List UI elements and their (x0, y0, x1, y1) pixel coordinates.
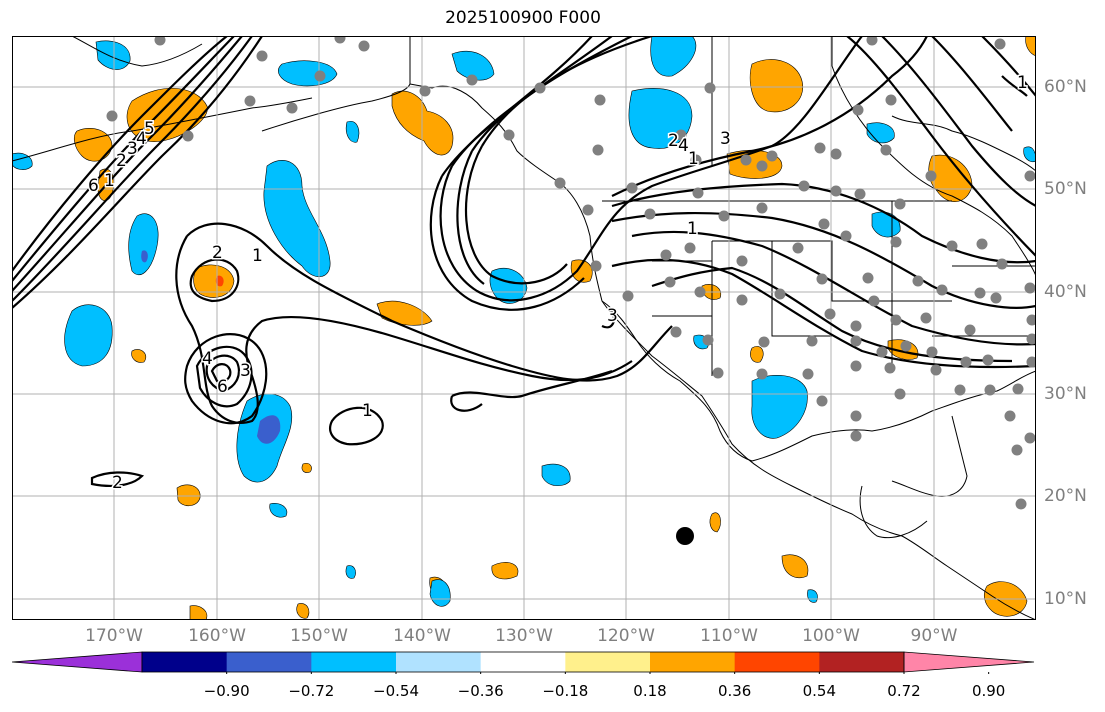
contour-value-label: 2 (112, 473, 123, 493)
lon-label-160w: 160°W (188, 626, 246, 646)
colorbar-tick-label: 0.36 (717, 682, 752, 700)
contour-value-label: 3 (607, 306, 618, 326)
lon-label-120w: 120°W (597, 626, 655, 646)
colorbar-tick-label: 0.18 (633, 682, 667, 700)
contour-value-label: 3 (720, 129, 731, 149)
contour-value-label: 1 (687, 219, 698, 239)
lat-label-30n: 30°N (1044, 384, 1087, 404)
colorbar-bin (142, 652, 228, 672)
colorbar-bin (480, 652, 566, 672)
contour-value-label: 2 (212, 243, 223, 263)
colorbar-bin (396, 652, 482, 672)
contour-value-label: 5 (144, 119, 155, 139)
lat-label-10n: 10°N (1044, 589, 1087, 609)
colorbar-bin (226, 652, 312, 672)
contour-value-label: 1 (252, 246, 263, 266)
colorbar-tick-label: −0.72 (288, 682, 335, 700)
contour-value-label: 3 (127, 139, 138, 159)
contour-value-label: 3 (240, 361, 251, 381)
colorbar-bin (819, 652, 905, 672)
graticule (12, 36, 1036, 620)
colorbar (12, 651, 1035, 674)
colorbar-tick-label: 0.54 (802, 682, 837, 700)
lon-label-140w: 140°W (393, 626, 451, 646)
lon-label-170w: 170°W (85, 626, 143, 646)
colorbar-extend-low (12, 651, 143, 673)
lon-label-130w: 130°W (495, 626, 553, 646)
lat-label-50n: 50°N (1044, 179, 1087, 199)
contour-value-label: 6 (88, 176, 99, 196)
contour-value-label: 1 (362, 401, 373, 421)
contour-value-label: 1 (1017, 73, 1028, 93)
colorbar-tick-label: 0.90 (971, 682, 1006, 700)
colorbar-bin (565, 652, 651, 672)
colorbar-tick-label: −0.54 (373, 682, 419, 700)
lon-label-110w: 110°W (700, 626, 758, 646)
colorbar-extend-high (903, 651, 1035, 673)
marker-dot (676, 527, 694, 545)
colorbar-tick-label: 0.72 (887, 682, 921, 700)
contour-value-label: 4 (678, 136, 689, 156)
contour-value-label: 4 (136, 129, 147, 149)
map-frame (12, 36, 1036, 620)
contour-value-label: 1 (688, 149, 699, 169)
colorbar-tick-label: −0.36 (457, 682, 504, 700)
contour-value-label: 6 (217, 377, 228, 397)
colorbar-bin (311, 652, 397, 672)
lon-label-150w: 150°W (290, 626, 348, 646)
colorbar-tick-label: −0.18 (542, 682, 589, 700)
lat-label-60n: 60°N (1044, 77, 1087, 97)
contour-value-label: 2 (668, 131, 679, 151)
colorbar-tick-label: −0.90 (203, 682, 250, 700)
contour-value-label: 2 (116, 151, 127, 171)
colorbar-bin (734, 652, 820, 672)
colorbar-bin (650, 652, 736, 672)
contour-value-label: 4 (202, 349, 213, 369)
lat-label-40n: 40°N (1044, 282, 1087, 302)
map-title: 2025100900 F000 (445, 8, 601, 28)
lon-label-90w: 90°W (910, 626, 958, 646)
station-markers (106, 36, 1036, 510)
lat-label-20n: 20°N (1044, 486, 1087, 506)
colorbar-outline (141, 651, 905, 673)
contour-value-label: 1 (104, 171, 115, 191)
lon-label-100w: 100°W (802, 626, 860, 646)
